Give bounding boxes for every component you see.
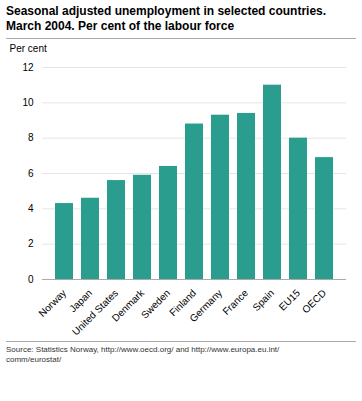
svg-text:Sweden: Sweden	[139, 287, 172, 320]
html-text:March 2004. Per cent of the la: March 2004. Per cent of the labour force	[6, 19, 235, 33]
svg-text:EU15: EU15	[277, 287, 303, 313]
svg-text:Japan: Japan	[67, 287, 95, 315]
svg-text:10: 10	[22, 97, 34, 108]
svg-text:4: 4	[28, 203, 34, 214]
svg-text:France: France	[220, 287, 250, 317]
svg-text:Denmark: Denmark	[110, 287, 147, 324]
svg-text:2: 2	[28, 238, 34, 249]
svg-text:0: 0	[28, 274, 34, 285]
svg-text:Spain: Spain	[250, 287, 276, 313]
html-text:Seasonal adjusted unemployment: Seasonal adjusted unemployment in select…	[6, 4, 327, 18]
svg-text:United States: United States	[69, 287, 121, 338]
svg-text:Norway: Norway	[36, 287, 68, 319]
svg-text:8: 8	[28, 132, 34, 143]
svg-text:12: 12	[22, 62, 34, 73]
svg-text:OECD: OECD	[300, 287, 328, 315]
svg-text:Germany: Germany	[187, 287, 224, 324]
svg-text:Finland: Finland	[167, 287, 199, 319]
html-text:Source: Statistics Norway, htt: Source: Statistics Norway, http://www.oe…	[6, 345, 280, 364]
svg-text:Per cent: Per cent	[10, 43, 47, 54]
svg-text:6: 6	[28, 168, 34, 179]
